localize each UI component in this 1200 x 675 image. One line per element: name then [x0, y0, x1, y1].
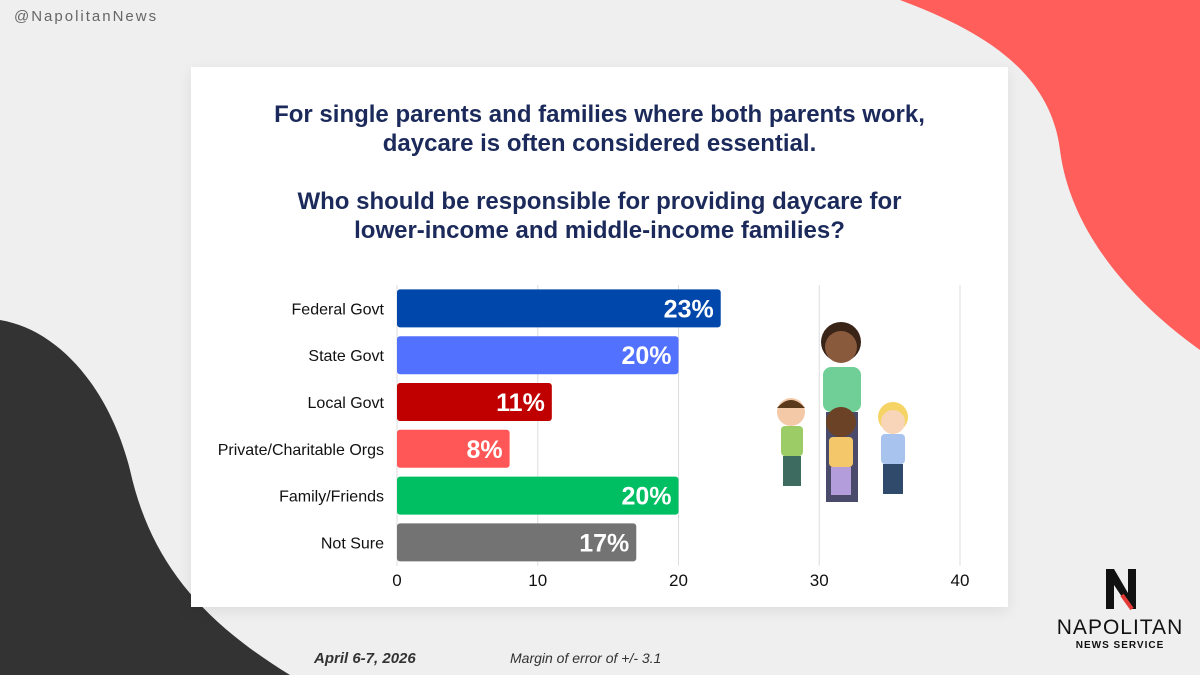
napolitan-logo: NAPOLITAN NEWS SERVICE: [1040, 565, 1200, 651]
data-label: 8%: [466, 436, 502, 464]
question-line: lower-income and middle-income families?: [354, 217, 845, 244]
red-blob: [900, 0, 1200, 350]
category-label: Local Govt: [308, 395, 385, 412]
chart-title: For single parents and families where bo…: [191, 100, 1008, 158]
bar: [397, 429, 510, 468]
title-line: daycare is often considered essential.: [382, 130, 817, 157]
category-label: State Govt: [308, 348, 384, 365]
title-line: For single parents and families where bo…: [274, 101, 925, 128]
logo-n-icon: [1106, 569, 1136, 611]
category-label: Federal Govt: [292, 301, 385, 318]
bar: [397, 336, 679, 375]
question-line: Who should be responsible for providing …: [297, 188, 902, 215]
bar: [397, 383, 552, 421]
x-tick-label: 40: [951, 571, 970, 590]
bar-chart: 0 10 20 30 40 Federal Govt 23% State Govt 20% Loc…: [218, 285, 970, 590]
social-handle: @NapolitanNews: [14, 8, 159, 25]
data-label: 20%: [621, 342, 671, 370]
category-label: Not Sure: [321, 535, 384, 552]
margin-of-error: Margin of error of +/- 3.1: [510, 650, 662, 666]
bar: [397, 523, 637, 562]
data-label: 17%: [579, 529, 629, 557]
x-tick-label: 0: [392, 571, 401, 590]
x-tick-label: 20: [669, 571, 688, 590]
logo-sub: NEWS SERVICE: [1075, 640, 1165, 651]
bar: [397, 289, 721, 328]
category-label: Family/Friends: [279, 489, 384, 506]
chart-question: Who should be responsible for providing …: [191, 187, 1008, 245]
chart-card: For single parents and families where bo…: [191, 67, 1008, 607]
logo-name: NAPOLITAN: [1056, 616, 1184, 639]
x-tick-label: 10: [528, 571, 547, 590]
data-label: 11%: [496, 389, 545, 417]
x-tick-label: 30: [810, 571, 829, 590]
category-label: Private/Charitable Orgs: [218, 442, 384, 459]
data-label: 20%: [621, 483, 671, 511]
dark-blob: [0, 320, 290, 675]
children-illustration: [777, 322, 908, 502]
poll-date: April 6-7, 2026: [314, 650, 416, 667]
bar: [397, 476, 679, 515]
data-label: 23%: [664, 295, 714, 323]
